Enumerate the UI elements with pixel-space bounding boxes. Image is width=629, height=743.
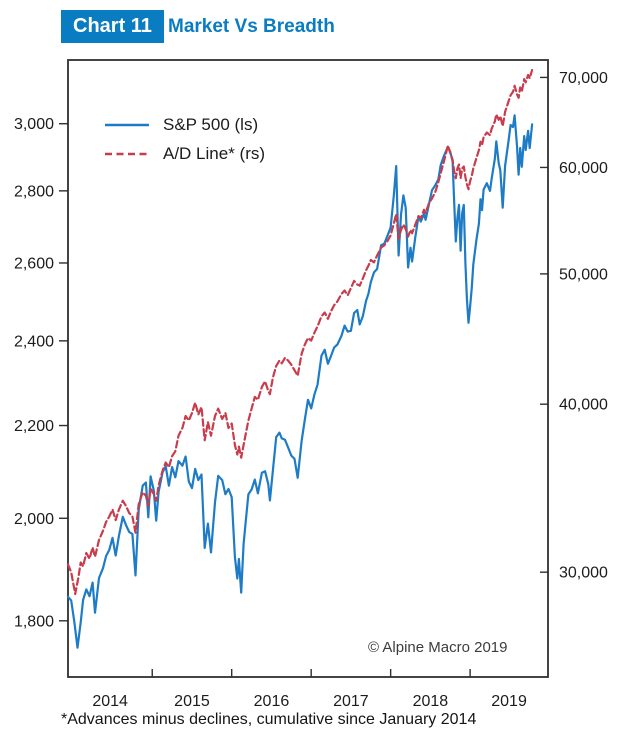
sp500-solid-line-swatch bbox=[105, 123, 149, 126]
adline-dashed-line-swatch bbox=[105, 152, 149, 155]
y-left-tick-label: 2,600 bbox=[14, 255, 54, 272]
y-right-tick-label: 70,000 bbox=[559, 70, 608, 87]
copyright-note: © Alpine Macro 2019 bbox=[368, 639, 508, 656]
chart-number-badge: Chart 11 bbox=[61, 10, 164, 43]
chart-legend: S&P 500 (ls) A/D Line* (rs) bbox=[104, 110, 265, 168]
legend-label-adline: A/D Line* (rs) bbox=[163, 143, 266, 163]
y-left-tick-label: 2,200 bbox=[14, 418, 54, 435]
y-right-tick-label: 60,000 bbox=[559, 160, 608, 177]
y-left-tick-label: 1,800 bbox=[14, 613, 54, 630]
y-right-tick-label: 40,000 bbox=[559, 397, 608, 414]
y-left-tick-label: 3,000 bbox=[14, 116, 54, 133]
y-right-tick-label: 50,000 bbox=[559, 266, 608, 283]
y-left-tick-label: 2,400 bbox=[14, 333, 54, 350]
x-axis-tick-label: 2016 bbox=[254, 693, 290, 710]
chart-header: Chart 11 Market Vs Breadth bbox=[0, 0, 629, 50]
x-axis-tick-label: 2014 bbox=[92, 693, 128, 710]
legend-item-adline: A/D Line* (rs) bbox=[104, 139, 265, 168]
ad-line bbox=[66, 68, 534, 596]
y-left-tick-label: 2,000 bbox=[14, 511, 54, 528]
x-axis-tick-label: 2018 bbox=[413, 693, 449, 710]
plot-frame bbox=[67, 59, 549, 678]
x-axis-tick-label: 2019 bbox=[491, 693, 527, 710]
footnote: *Advances minus declines, cumulative sin… bbox=[61, 711, 477, 728]
page-title: Market Vs Breadth bbox=[168, 16, 335, 37]
legend-label-sp500: S&P 500 (ls) bbox=[163, 114, 259, 134]
legend-item-sp500: S&P 500 (ls) bbox=[104, 110, 265, 139]
y-right-tick-label: 30,000 bbox=[559, 565, 608, 582]
sp500-line bbox=[66, 114, 534, 649]
x-axis-tick-label: 2015 bbox=[174, 693, 210, 710]
y-left-tick-label: 2,800 bbox=[14, 183, 54, 200]
x-axis-tick-label: 2017 bbox=[333, 693, 369, 710]
